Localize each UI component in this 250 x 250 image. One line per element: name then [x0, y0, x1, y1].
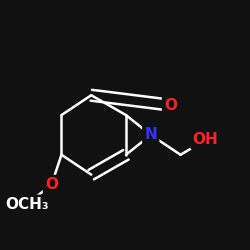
Text: OCH₃: OCH₃ — [5, 197, 49, 212]
Text: O: O — [164, 98, 177, 113]
Text: O: O — [45, 177, 58, 192]
Text: N: N — [144, 128, 157, 142]
Text: OH: OH — [192, 132, 218, 148]
